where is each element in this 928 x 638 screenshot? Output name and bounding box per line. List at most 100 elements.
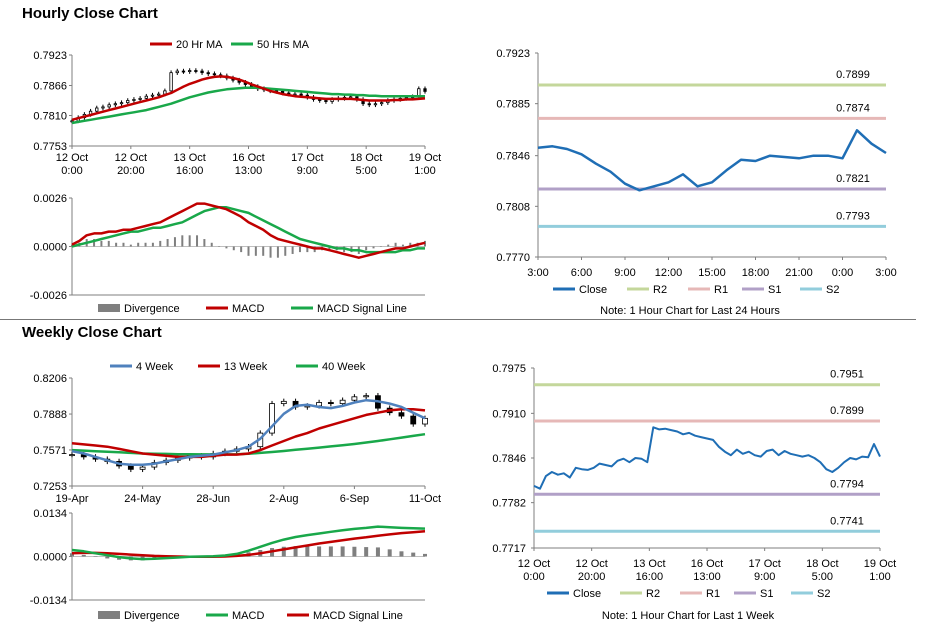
hourly-legend-macd-label: MACD [232,303,264,315]
candle-body [324,100,328,102]
weekly-macd-y-tick-label: -0.0134 [30,595,67,607]
weekly-ma13-line [71,408,426,459]
weekly-legend-signal-label: MACD Signal Line [313,610,403,622]
weekly-macd-divergence-bar [317,546,322,557]
hourly-close-x-tick-label: 21:00 [785,267,813,279]
hourly-close-note: Note: 1 Hour Chart for Last 24 Hours [600,305,780,317]
hourly-price-x-tick-label: 18 Oct [350,152,382,164]
hourly-macd-y-tick-label: 0.0000 [33,242,67,254]
candle-body [339,399,346,405]
hourly-macd-divergence-bar [276,246,279,258]
hourly-macd-divergence-bar [284,246,287,256]
hourly-close-x-tick-label: 12:00 [655,267,683,279]
weekly-close-x-tick-label: 13 Oct [633,558,665,570]
weekly-close-x-tick-label: 13:00 [693,571,721,583]
candle-body [101,106,105,109]
hourly-price-x-tick-label: 13 Oct [173,152,205,164]
weekly-close-legend-s1-label: S1 [760,588,773,600]
weekly-macd-divergence-bar [423,553,427,557]
hourly-macd-divergence-bar [100,240,103,247]
hourly-close-y-tick-label: 0.7923 [496,48,530,60]
weekly-close-x-tick-label: 9:00 [754,571,775,583]
hourly-price-x-tick-label: 17 Oct [291,152,323,164]
candle-body [194,70,198,72]
weekly-macd-divergence-bar [281,546,286,557]
weekly-macd-divergence-bar [399,551,404,557]
hourly-macd-divergence-bar [181,235,184,247]
candle-body [423,88,427,92]
hourly-macd-divergence-bar [144,242,147,247]
hourly-legend-ma20-label: 20 Hr MA [176,39,223,51]
hourly-macd-divergence-bar [262,246,265,256]
candle-body [351,396,358,401]
hourly-price-x-tick-label: 1:00 [414,165,435,177]
weekly-macd-signal-line [71,529,426,559]
hourly-price-x-tick-label: 12 Oct [56,152,88,164]
hourly-macd-divergence-bar [291,246,294,254]
hourly-price-x-tick-label: 9:00 [297,165,318,177]
hourly-macd-divergence-bar [129,244,132,247]
hourly-close-x-tick-label: 3:00 [875,267,896,279]
candle-body [206,72,210,75]
hourly-macd-signal-line [71,206,425,254]
weekly-close-y-tick-label: 0.7782 [492,498,526,510]
hourly-macd-divergence-bar [173,237,176,247]
candle-body [175,70,179,74]
hourly-macd-divergence-bar [107,240,110,247]
hourly-macd-divergence-bar [159,240,162,247]
hourly-macd-divergence-bar [401,244,404,247]
hourly-price-x-tick-label: 16:00 [176,165,204,177]
candle-body [126,100,130,104]
hourly-price-x-tick-label: 12 Oct [115,152,147,164]
hourly-close-y-tick-label: 0.7770 [496,252,530,264]
weekly-legend-ma40-label: 40 Week [322,361,366,373]
hourly-macd-divergence-bar [394,242,397,247]
hourly-close-line [537,129,887,192]
weekly-macd-divergence-bar [375,547,380,557]
candle-body [181,70,186,73]
weekly-level-s2-label: 0.7741 [830,515,864,527]
weekly-price-x-tick-label: 24-May [124,493,161,505]
weekly-macd-divergence-bar [411,552,416,557]
hourly-level-s2-label: 0.7793 [836,210,870,222]
candle-body [422,417,428,425]
weekly-level-r1-label: 0.7899 [830,405,864,417]
weekly-close-line [533,426,881,490]
hourly-price-x-tick-label: 0:00 [61,165,82,177]
hourly-level-r1-label: 0.7874 [836,102,870,114]
candle-body [379,102,384,105]
hourly-close-legend-close-label: Close [579,284,607,296]
hourly-close-x-tick-label: 18:00 [742,267,770,279]
weekly-price-y-tick-label: 0.7571 [33,445,67,457]
candle-body [188,70,192,72]
candle-body [139,466,146,470]
weekly-price-y-tick-label: 0.7888 [33,409,67,421]
candle-body [132,99,136,101]
hourly-price-x-tick-label: 16 Oct [232,152,264,164]
hourly-macd-divergence-bar [93,239,96,247]
hourly-macd-divergence-bar [203,239,206,247]
weekly-close-legend-r2-label: R2 [646,588,660,600]
candle-body [69,454,75,457]
weekly-macd-divergence-bar [387,549,392,557]
weekly-price-y-tick-label: 0.8206 [33,373,67,385]
hourly-price-x-tick-label: 19 Oct [409,152,441,164]
hourly-macd-divergence-bar [115,242,118,247]
hourly-macd-line [71,202,426,259]
hourly-macd-divergence-bar [196,235,199,247]
hourly-legend-ma50-label: 50 Hrs MA [257,39,310,51]
weekly-candles-group [69,392,428,473]
weekly-close-x-tick-label: 19 Oct [864,558,896,570]
hourly-macd-divergence-bar [328,246,331,251]
candle-body [107,104,111,108]
hourly-ma20-line [71,75,426,122]
weekly-price-y-tick-label: 0.7253 [33,481,67,493]
hourly-macd-y-tick-label: 0.0026 [33,193,67,205]
hourly-price-y-tick-label: 0.7923 [33,50,67,62]
candle-body [349,96,353,99]
candle-body [363,395,370,398]
weekly-close-note: Note: 1 Hour Chart for Last 1 Week [602,610,775,622]
hourly-macd-divergence-bar [137,242,140,247]
weekly-macd-line [71,525,426,561]
